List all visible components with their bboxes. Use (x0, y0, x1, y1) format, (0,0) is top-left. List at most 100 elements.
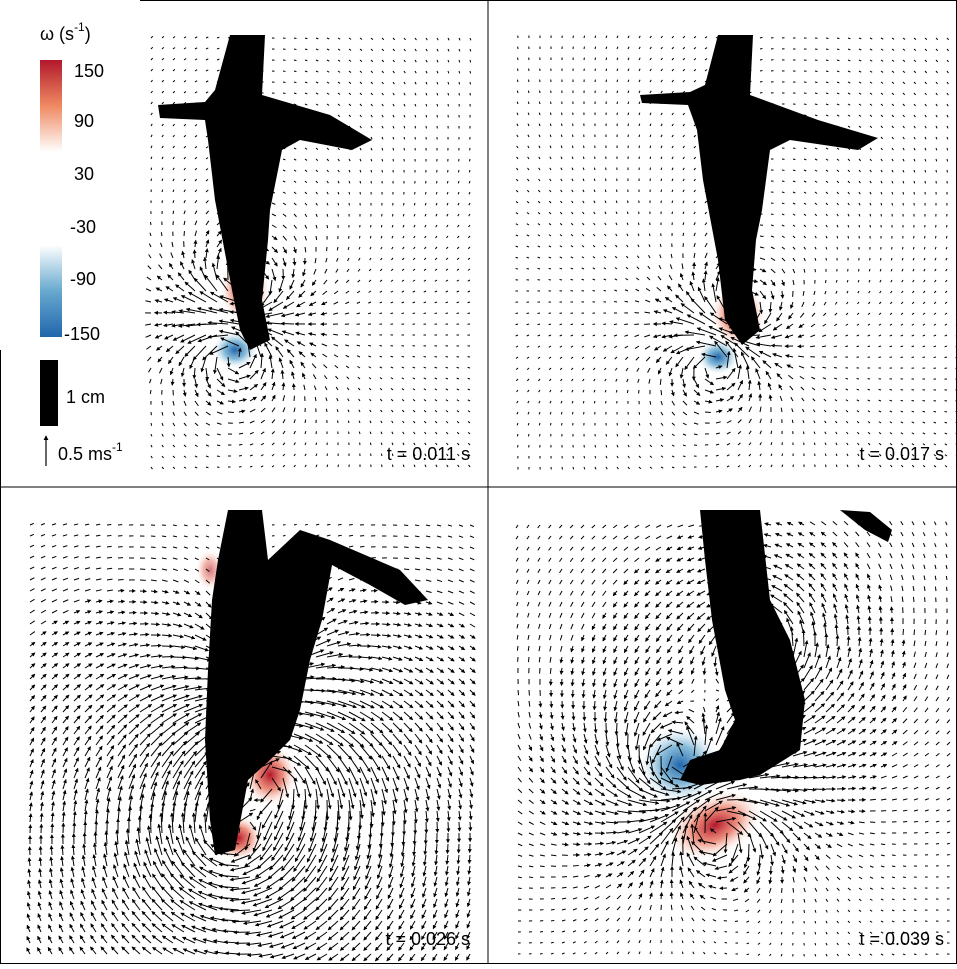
velocity-vector (892, 60, 894, 61)
velocity-vector (448, 591, 453, 593)
velocity-vector (857, 411, 859, 412)
velocity-vector (901, 532, 903, 536)
velocity-vector (870, 49, 872, 50)
velocity-vector (457, 247, 459, 249)
velocity-vector (206, 525, 209, 526)
velocity-vector (415, 635, 422, 638)
velocity-vector (283, 844, 294, 861)
velocity-vector (924, 576, 925, 580)
velocity-vector (250, 409, 255, 412)
velocity-vector (571, 635, 573, 641)
velocity-vector (107, 568, 112, 569)
velocity-vector (924, 258, 925, 260)
velocity-vector (705, 243, 707, 247)
velocity-vector (459, 657, 465, 661)
velocity-vector (360, 60, 362, 62)
velocity-vector (458, 170, 459, 172)
velocity-vector (614, 635, 617, 641)
velocity-vector (749, 394, 751, 401)
velocity-vector (30, 760, 33, 767)
velocity-vector (200, 267, 206, 280)
velocity-vector (435, 432, 437, 434)
velocity-vector (415, 82, 416, 84)
velocity-vector (448, 657, 454, 661)
velocity-vector (172, 813, 173, 833)
velocity-vector (538, 179, 540, 181)
velocity-vector (637, 368, 639, 372)
velocity-vector (683, 423, 686, 425)
velocity-vector (527, 558, 529, 561)
velocity-vector (49, 902, 52, 910)
velocity-vector (646, 657, 650, 664)
velocity-vector (63, 610, 68, 613)
velocity-vector (868, 411, 870, 412)
velocity-vector (52, 748, 56, 756)
velocity-vector (672, 124, 673, 126)
velocity-vector (527, 190, 529, 192)
velocity-vector (360, 170, 361, 172)
velocity-vector (672, 69, 674, 71)
velocity-vector (426, 646, 433, 649)
velocity-vector (603, 602, 606, 607)
velocity-vector (402, 356, 404, 357)
velocity-vector (250, 432, 254, 434)
velocity-vector (924, 269, 925, 271)
velocity-vector (107, 766, 112, 778)
velocity-vector (644, 335, 650, 337)
velocity-vector (867, 553, 870, 558)
velocity-vector (306, 855, 316, 872)
velocity-vector (305, 181, 307, 183)
velocity-vector (106, 831, 107, 844)
velocity-vector (800, 313, 804, 318)
velocity-vector (118, 601, 124, 602)
velocity-vector (561, 124, 562, 126)
velocity-vector (683, 412, 687, 415)
velocity-vector (448, 679, 454, 684)
velocity-vector (582, 335, 584, 336)
velocity-vector (375, 932, 382, 940)
velocity-vector (426, 602, 432, 604)
velocity-vector (321, 313, 327, 315)
velocity-vector (195, 434, 198, 436)
velocity-vector (360, 71, 362, 73)
velocity-vector (94, 855, 96, 866)
velocity-vector (426, 115, 427, 117)
velocity-vector (517, 602, 518, 606)
velocity-vector (936, 82, 937, 84)
velocity-vector (206, 200, 208, 203)
velocity-vector (902, 575, 903, 580)
velocity-vector (470, 756, 473, 764)
velocity-vector (173, 157, 174, 159)
velocity-vector (391, 313, 393, 314)
velocity-vector (425, 192, 426, 194)
velocity-vector (868, 585, 870, 591)
velocity-vector (538, 357, 540, 359)
velocity-vector (582, 268, 584, 269)
velocity-vector (173, 37, 175, 38)
velocity-vector (382, 701, 393, 708)
velocity-vector (293, 943, 305, 949)
velocity-vector (847, 454, 848, 456)
velocity-vector (173, 211, 174, 214)
velocity-vector (170, 874, 184, 888)
velocity-vector (261, 432, 264, 434)
velocity-vector (570, 569, 573, 573)
velocity-vector (338, 104, 340, 106)
velocity-vector (539, 646, 540, 651)
velocity-vector (947, 104, 948, 106)
velocity-vector (616, 379, 617, 382)
velocity-vector (925, 71, 927, 73)
velocity-vector (528, 102, 529, 104)
velocity-vector (358, 388, 360, 390)
velocity-vector (184, 390, 185, 396)
velocity-vector (364, 932, 371, 940)
velocity-vector (404, 38, 406, 40)
velocity-vector (793, 225, 795, 226)
velocity-vector (890, 521, 892, 525)
velocity-vector (539, 635, 540, 640)
velocity-vector (382, 668, 392, 671)
velocity-vector (811, 324, 815, 327)
velocity-vector (663, 346, 672, 351)
velocity-vector (913, 258, 914, 260)
velocity-vector (228, 401, 235, 402)
